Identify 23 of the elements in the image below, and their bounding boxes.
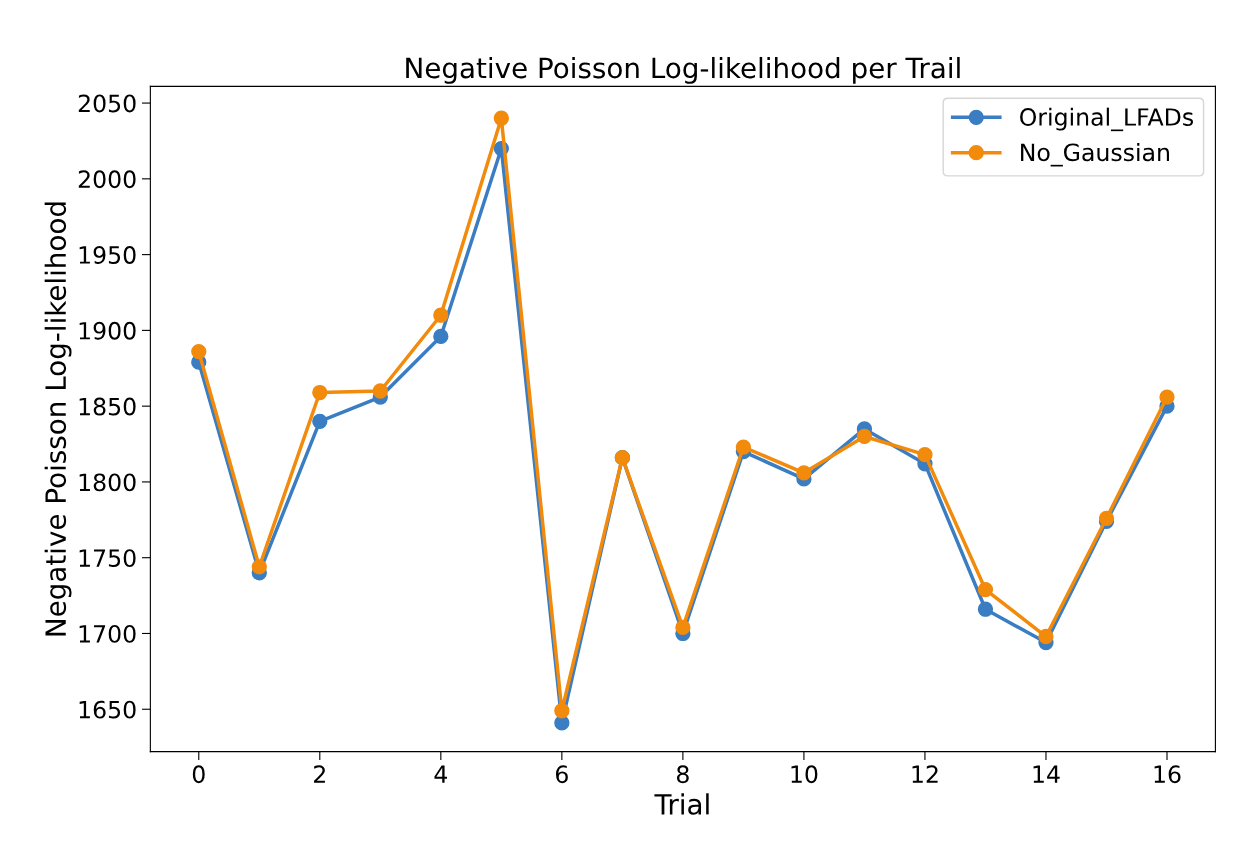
x-tick-label: 10	[791, 765, 818, 784]
y-tick-label: 1800	[79, 473, 136, 492]
y-tick-label: 2000	[78, 170, 136, 189]
chart-title: Negative Poisson Log-likelihood per Trail	[406, 56, 960, 84]
y-tick-label: 1950	[79, 246, 136, 264]
y-axis-title: Negative Poisson Log-likelihood	[44, 202, 72, 636]
y-tick-label: 1650	[79, 700, 136, 719]
y-tick-label: 1700	[79, 624, 136, 643]
x-tick-label: 16	[1154, 765, 1181, 784]
legend-label: Original_LFADs	[1020, 107, 1194, 132]
x-tick-label: 14	[1033, 765, 1060, 783]
x-tick-label: 6	[555, 765, 568, 784]
legend-label: No_Gaussian	[1021, 142, 1169, 167]
y-tick-label: 1750	[79, 549, 136, 568]
x-tick-label: 2	[314, 765, 325, 783]
x-tick-label: 8	[676, 765, 689, 784]
y-tick-label: 1850	[79, 397, 136, 416]
y-tick-label: 1900	[79, 321, 136, 340]
y-tick-label: 2050	[78, 94, 136, 113]
x-tick-label: 4	[434, 765, 448, 783]
x-tick-label: 12	[912, 765, 938, 783]
x-tick-label: 0	[192, 765, 205, 784]
x-axis-title: Trial	[654, 793, 709, 815]
